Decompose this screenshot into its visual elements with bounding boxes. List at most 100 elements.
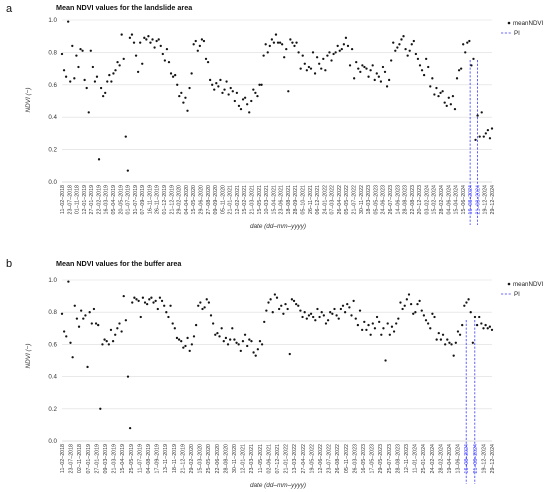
data-point: [211, 83, 214, 86]
panel-b-pi-lines: [465, 320, 476, 484]
x-tick-label: 09–03–2019: [103, 444, 109, 474]
data-point: [363, 320, 366, 324]
data-point: [155, 39, 158, 43]
data-point: [258, 83, 261, 86]
data-point: [433, 315, 436, 319]
data-point: [452, 354, 455, 357]
x-tick-label: 12–01–2021: [241, 444, 247, 474]
data-point: [260, 343, 264, 346]
panel-a-x-ticks: 11–02–2018 23–07–2018 01–11–2018 12–01–2019…: [60, 185, 496, 215]
data-point: [280, 43, 284, 46]
x-tick-label: 25–05–2020: [206, 444, 212, 474]
data-point: [116, 60, 119, 64]
data-point: [274, 33, 278, 36]
y-tick-label: 0.2: [48, 147, 57, 154]
x-tick-label: 15–05–2021: [257, 185, 263, 215]
data-point: [433, 93, 436, 96]
x-tick-label: 28–02–2024: [439, 185, 445, 215]
data-point: [443, 101, 446, 104]
data-point: [154, 299, 157, 303]
data-point: [412, 39, 415, 43]
data-point: [178, 94, 181, 98]
data-point: [198, 44, 202, 48]
data-point: [353, 77, 356, 80]
data-point: [237, 343, 240, 346]
data-point: [396, 46, 399, 49]
data-point: [375, 315, 379, 319]
y-tick-label: 0.0: [48, 179, 57, 186]
data-point: [276, 41, 280, 44]
data-point: [278, 41, 282, 44]
data-point: [375, 72, 378, 75]
panel-b-legend: meanNDVI PI: [501, 281, 544, 298]
data-point: [448, 341, 451, 344]
data-point: [159, 44, 162, 48]
data-point: [196, 49, 199, 52]
data-point: [285, 48, 288, 51]
x-tick-label: 12–11–2023: [404, 444, 410, 473]
data-point: [475, 323, 479, 327]
x-tick-label: 18–03–2023: [366, 185, 372, 215]
data-point: [213, 88, 216, 91]
x-tick-label: 27–01–2019: [89, 185, 95, 215]
data-point: [254, 354, 257, 357]
data-point: [297, 51, 300, 54]
data-point: [407, 293, 411, 296]
data-point: [77, 325, 81, 328]
data-point: [241, 340, 245, 343]
data-point: [488, 137, 492, 140]
data-point: [382, 327, 385, 330]
data-point: [174, 73, 177, 77]
data-point: [101, 343, 104, 346]
data-point: [246, 344, 249, 348]
x-tick-label: 11–01–2024: [413, 444, 419, 473]
x-tick-label: 29–06–2020: [198, 185, 204, 215]
data-point: [220, 327, 223, 330]
data-point: [288, 352, 291, 356]
data-point: [153, 46, 156, 49]
data-point: [177, 338, 181, 341]
data-point: [73, 304, 76, 307]
data-point: [199, 301, 202, 304]
data-point: [416, 57, 420, 61]
data-point: [339, 307, 343, 311]
x-tick-label: 05–05–2023: [373, 185, 379, 215]
data-point: [97, 158, 101, 161]
data-point: [163, 59, 167, 62]
panel-b-data-points: [60, 280, 494, 430]
x-tick-label: 27–04–2022: [301, 444, 307, 474]
data-point: [422, 73, 426, 77]
data-point: [381, 65, 385, 69]
data-point: [171, 322, 174, 325]
data-point: [322, 57, 325, 61]
data-point: [109, 328, 113, 332]
y-tick-label: 0.2: [48, 406, 57, 413]
x-tick-label: 05–11–2020: [220, 185, 226, 214]
data-point: [102, 94, 105, 98]
data-point: [235, 341, 238, 344]
x-tick-label: 15–05–2020: [191, 185, 197, 215]
data-point: [192, 335, 196, 338]
data-point: [157, 38, 160, 41]
x-tick-label: 27–01–2019: [94, 444, 100, 474]
data-point: [414, 52, 418, 56]
x-tick-label: 15–04–2019: [120, 444, 126, 474]
data-point: [227, 93, 230, 96]
data-point: [309, 312, 313, 315]
panel-a-y-ticks: 0.0 0.2 0.4 0.6 0.8 1.0: [48, 17, 57, 186]
data-point: [429, 327, 432, 330]
data-point: [305, 317, 308, 320]
data-point: [216, 331, 219, 335]
data-point: [270, 38, 274, 41]
x-tick-label: 19–04–2024: [447, 444, 453, 474]
data-point: [350, 48, 354, 51]
data-point: [399, 301, 402, 304]
panel-b-title: Mean NDVI values for the buffer area: [56, 259, 182, 268]
data-point: [271, 311, 274, 314]
y-tick-label: 0.8: [48, 309, 57, 316]
data-point: [167, 315, 170, 319]
data-point: [416, 303, 419, 306]
data-point: [383, 70, 387, 73]
data-point: [194, 323, 198, 327]
data-point: [441, 333, 445, 336]
